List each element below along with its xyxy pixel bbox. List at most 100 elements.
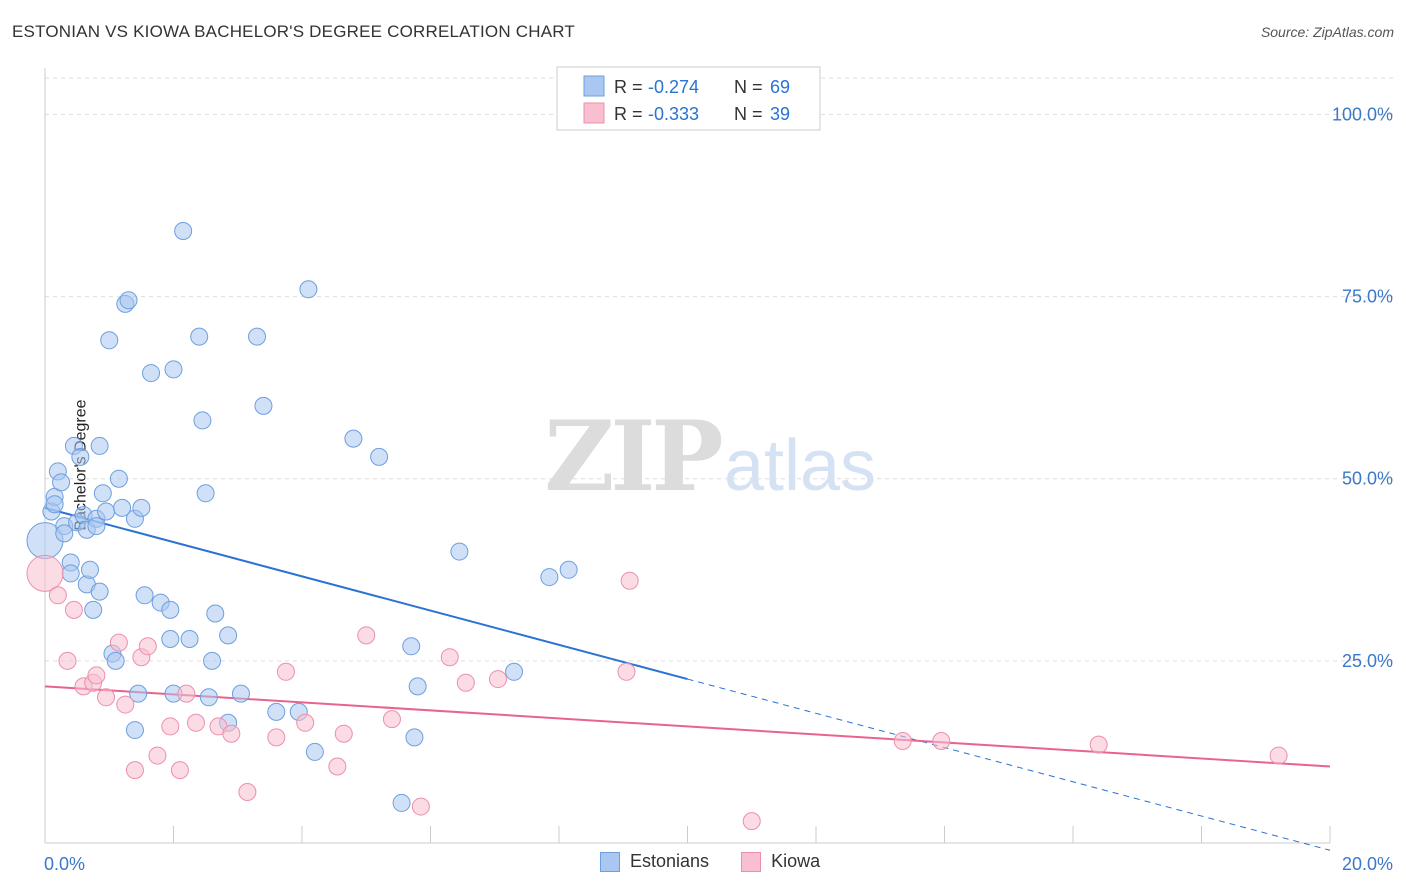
estonians-point [190,327,209,346]
estonians-point [203,651,222,670]
estonians-point [164,360,183,379]
kiowa-point [64,600,83,619]
estonians-point [196,484,215,503]
chart-title: ESTONIAN VS KIOWA BACHELOR'S DEGREE CORR… [12,22,575,41]
legend-n-label-1: N = [734,104,763,124]
estonians-point [161,630,180,648]
kiowa-point [138,637,157,656]
estonians-swatch [600,851,620,872]
estonians-point [254,396,273,415]
estonians-point [540,568,559,587]
estonians-point [408,677,427,696]
estonians-point [299,280,318,299]
estonians-point [174,222,193,240]
kiowa-point [222,724,241,743]
estonians-point [61,564,80,583]
x-tick-label: 0.0% [44,854,85,874]
trend-lines [44,506,1331,851]
legend-r-value-1: -0.333 [648,104,699,124]
kiowa-point [328,757,347,776]
tick-labels: 25.0% 50.0% 75.0% 100.0% 0.0% 20.0% [44,104,1393,874]
kiowa-point [440,648,459,667]
legend-r-label-0: R = [614,77,643,97]
estonians-point [55,524,74,543]
kiowa-point [177,684,196,703]
kiowa-point [238,783,257,801]
estonians-label: Estonians [630,851,710,871]
estonians-point [392,793,411,812]
estonians-point [132,498,151,517]
estonians-point [161,600,180,619]
kiowa-point [161,717,180,736]
kiowa-point [620,571,639,590]
kiowa-label: Kiowa [771,851,821,871]
estonians-point [135,586,154,605]
estonians-point [219,626,238,645]
kiowa-point [1269,746,1288,765]
estonians-point [450,542,469,561]
estonians-point [80,560,99,579]
x-tick-label: 20.0% [1342,854,1393,874]
estonians-point [305,742,324,761]
estonians-point [93,484,112,503]
y-tick-label: 100.0% [1332,104,1393,124]
data-points [26,222,1288,831]
kiowa-point [148,746,167,765]
watermark: ZIP atlas [544,400,876,513]
estonians-point [505,662,524,681]
kiowa-point [97,688,116,707]
estonians-point [71,447,90,466]
estonians-point [231,684,250,703]
kiowa-point [742,812,761,831]
stats-legend: R = -0.274 N = 69 R = -0.333 N = 39 [556,66,821,131]
kiowa-point [26,554,64,592]
estonians-point [344,429,363,448]
kiowa-point [456,673,475,692]
y-tick-label: 50.0% [1342,469,1393,489]
kiowa-point [116,695,135,714]
estonians-point [106,651,125,670]
kiowa-point [58,651,77,670]
legend-r-label-1: R = [614,104,643,124]
estonians-point [52,473,71,492]
kiowa-point [1089,735,1108,754]
estonians-point [90,582,109,601]
y-tick-label: 25.0% [1342,651,1393,671]
kiowa-trend-line [44,685,1331,768]
estonians-point [97,502,116,521]
grid-lines [45,77,1395,662]
estonians-point [129,684,148,703]
kiowa-point [296,713,315,732]
legend-r-value-0: -0.274 [648,77,699,97]
estonians-point [180,630,199,648]
estonians-point [109,469,128,488]
chart-source: Source: ZipAtlas.com [1260,24,1394,40]
kiowa-point [617,662,636,681]
kiowa-point [125,761,144,780]
kiowa-point [411,797,430,816]
kiowa-point [87,666,106,685]
kiowa-point [170,761,189,780]
kiowa-point [186,713,205,732]
estonians-point [142,364,161,383]
estonians-point [370,447,389,466]
estonians-point [559,560,578,579]
y-tick-label: 75.0% [1342,287,1393,307]
kiowa-swatch [741,851,762,872]
bottom-legend: Estonians Kiowa [600,851,840,872]
kiowa-point [357,626,376,645]
estonians-point [45,495,64,514]
watermark-atlas: atlas [724,426,876,506]
axes [44,68,1331,844]
bottom-legend-estonians[interactable]: Estonians [600,851,709,872]
kiowa-point [488,670,507,689]
estonians-point [199,688,218,707]
legend-swatch-kiowa [583,102,605,124]
kiowa-point [276,662,295,681]
kiowa-point [932,732,951,750]
bottom-legend-kiowa[interactable]: Kiowa [741,851,820,872]
estonians-point [267,702,286,721]
estonians-point [84,600,103,619]
kiowa-point [267,728,286,747]
